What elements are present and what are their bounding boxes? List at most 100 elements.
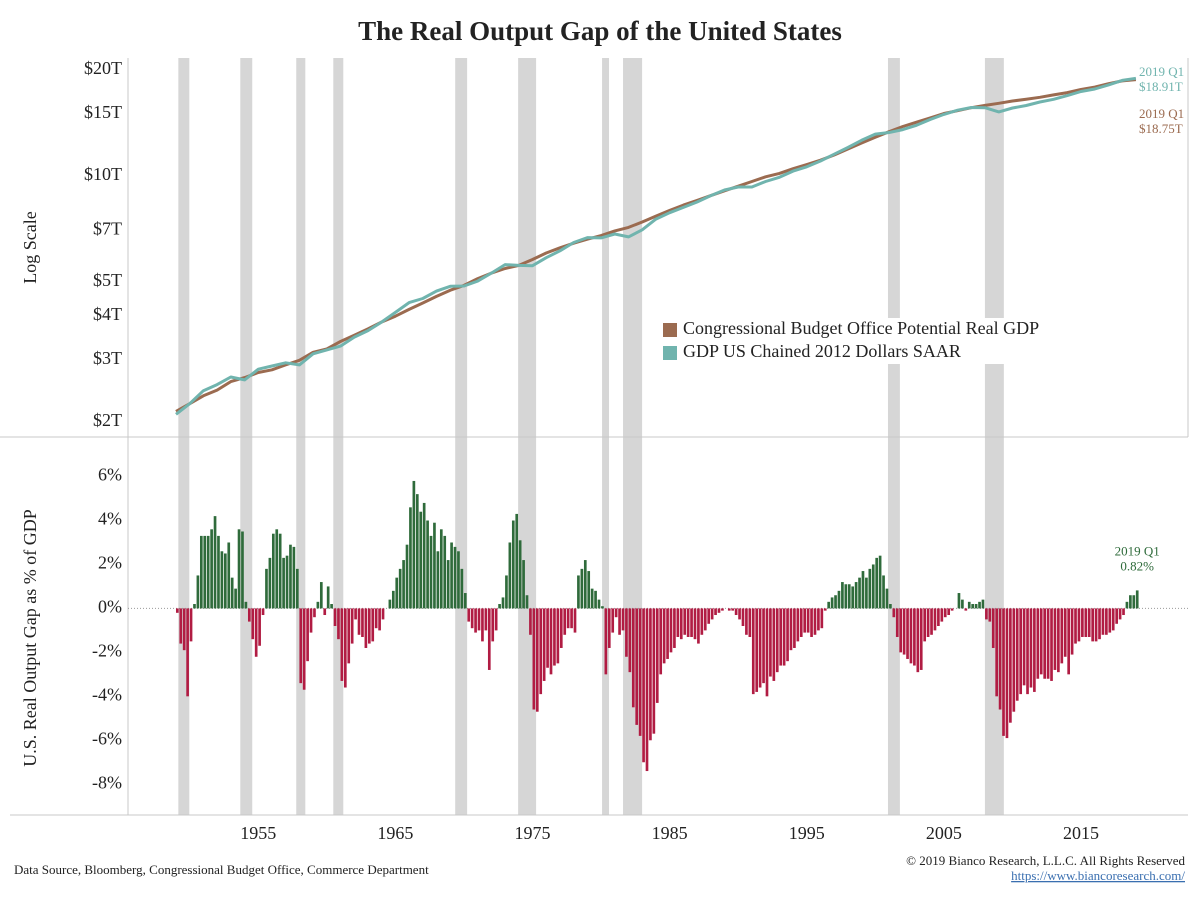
gap-bar — [717, 608, 721, 613]
gap-bar — [498, 604, 501, 609]
gap-bar — [772, 608, 776, 681]
gap-bar — [237, 529, 241, 609]
gap-bar — [1057, 608, 1060, 673]
gap-bar — [854, 582, 858, 609]
gap-bar — [779, 608, 783, 666]
website-link[interactable]: https://www.biancoresearch.com/ — [1011, 868, 1185, 883]
gap-bar — [402, 560, 405, 609]
gap-bar — [734, 608, 738, 616]
gap-bar — [381, 608, 385, 620]
gap-bar — [241, 531, 244, 609]
gap-bar — [1074, 608, 1077, 644]
gap-bar — [618, 608, 621, 635]
gap-bar — [625, 608, 628, 657]
gap-bar — [803, 608, 807, 633]
gap-bar — [919, 608, 923, 670]
gap-bar — [631, 608, 635, 708]
gap-bar — [714, 608, 717, 616]
gap-bar — [439, 529, 443, 609]
gap-bar — [614, 608, 618, 618]
gap-bar — [186, 608, 189, 697]
gap-bar — [597, 599, 601, 609]
recession-band — [887, 437, 900, 815]
gap-bar — [487, 608, 491, 670]
gap-bar — [374, 608, 378, 629]
gap-bar — [793, 608, 796, 648]
gap-bar — [316, 601, 320, 609]
gap-bar — [415, 494, 419, 609]
gap-bar — [895, 608, 899, 637]
gap-bar — [995, 608, 999, 697]
gap-bar — [559, 608, 563, 648]
gap-bar — [426, 520, 429, 609]
gap-bar — [227, 542, 231, 609]
series-line — [175, 76, 1137, 416]
y-tick-label: $3T — [93, 348, 122, 368]
legend-label: GDP US Chained 2012 Dollars SAAR — [683, 341, 961, 361]
gap-bar — [611, 608, 615, 633]
gap-bar — [477, 608, 481, 631]
gap-bar — [607, 608, 611, 648]
x-tick-label: 2015 — [1063, 823, 1099, 843]
gap-bar — [343, 608, 347, 688]
gap-bar — [1009, 608, 1012, 723]
gap-bar — [926, 608, 930, 637]
marks-layer: $2T $3T $4T $5T $7T $10T $15T $20T Log Scale 2019… — [20, 58, 1188, 843]
gap-bar — [858, 577, 861, 609]
gap-bar — [817, 608, 820, 631]
gap-bar — [391, 590, 395, 609]
gap-bar — [1022, 608, 1026, 686]
gap-bar — [213, 516, 217, 609]
gap-bar — [1094, 608, 1098, 642]
gap-bar — [1036, 608, 1040, 679]
y-tick-label: 6% — [98, 465, 122, 485]
gap-bar — [1129, 595, 1132, 609]
gap-bar — [847, 584, 851, 609]
gap-bar — [865, 577, 868, 609]
gap-bar — [700, 608, 704, 635]
gap-bar — [601, 606, 604, 609]
y-tick-label: $4T — [93, 304, 122, 324]
end-value-label: 0.82% — [1120, 558, 1154, 573]
end-value-label: $18.75T — [1139, 121, 1183, 136]
gap-bar — [265, 568, 268, 609]
gap-bar — [429, 535, 433, 609]
gap-bar — [690, 608, 693, 637]
gap-bar — [940, 608, 944, 622]
gap-bar — [467, 608, 471, 622]
gap-bar — [326, 586, 330, 609]
gap-bar — [573, 608, 577, 633]
gap-bar — [710, 608, 714, 620]
gap-bar — [751, 608, 755, 695]
gap-bar — [419, 511, 423, 609]
gap-bar — [206, 535, 210, 609]
gap-bar — [566, 608, 570, 629]
gap-bar — [590, 588, 594, 609]
gap-bar — [319, 582, 323, 609]
y-axis-label: Log Scale — [20, 211, 40, 283]
gap-bar — [1029, 608, 1033, 688]
gap-bar — [553, 608, 556, 666]
gap-bar — [655, 608, 659, 703]
recession-band — [623, 58, 643, 437]
gap-bar — [703, 608, 707, 631]
gap-bar — [964, 608, 968, 611]
gap-bar — [1087, 608, 1091, 637]
gap-bar — [878, 555, 882, 609]
gap-bar — [923, 608, 927, 642]
gap-bar — [535, 608, 539, 712]
gap-bar — [1043, 608, 1047, 679]
gap-bar — [913, 608, 916, 666]
gap-bar — [827, 601, 831, 609]
gap-bar — [289, 544, 292, 609]
gap-bar — [247, 608, 251, 622]
gap-bar — [594, 590, 597, 609]
gap-bar — [950, 608, 954, 611]
gap-bar — [810, 608, 813, 637]
gap-bar — [501, 597, 505, 609]
gap-bar — [635, 608, 639, 725]
gap-bar — [673, 608, 676, 648]
gap-bar — [1098, 608, 1101, 640]
gap-bar — [570, 608, 573, 629]
